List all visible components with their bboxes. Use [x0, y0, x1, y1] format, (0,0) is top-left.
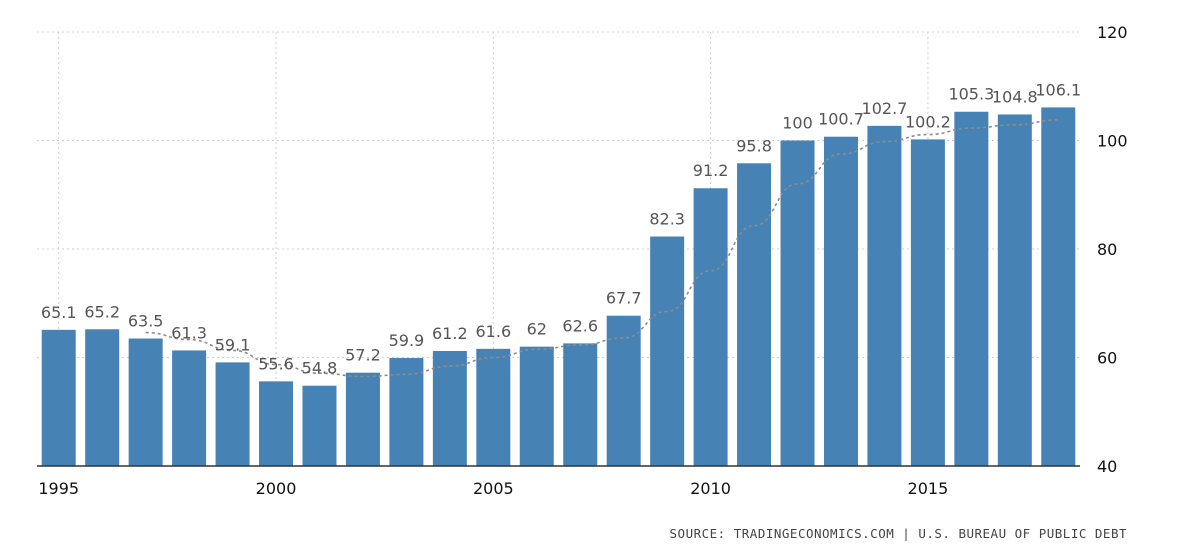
y-tick-label: 40 [1097, 457, 1117, 476]
bar [259, 381, 294, 466]
data-label: 102.7 [862, 99, 908, 118]
bar [389, 358, 424, 466]
data-label: 104.8 [992, 87, 1038, 106]
data-label: 61.2 [432, 324, 468, 343]
bar [606, 315, 641, 466]
x-tick-label: 2010 [690, 479, 731, 498]
bar [128, 338, 163, 466]
bar [519, 346, 554, 466]
data-label: 82.3 [649, 210, 685, 229]
data-label: 59.1 [215, 335, 251, 354]
bar [302, 385, 337, 466]
data-label: 57.2 [345, 346, 381, 365]
bar-layer [41, 107, 1076, 467]
bar [954, 111, 989, 466]
data-label: 91.2 [693, 161, 729, 180]
bar [172, 350, 207, 466]
data-label: 59.9 [389, 331, 425, 350]
data-label: 65.2 [84, 302, 120, 321]
data-label: 61.6 [476, 322, 512, 341]
bar [780, 140, 815, 466]
x-tick-label: 2000 [256, 479, 297, 498]
y-tick-label: 60 [1097, 349, 1117, 368]
bar [215, 362, 250, 466]
data-label: 106.1 [1035, 80, 1081, 99]
bar [476, 348, 511, 466]
x-tick-label: 2015 [908, 479, 949, 498]
bar [823, 136, 858, 466]
bar [693, 188, 728, 467]
axis-layer: 120 100 80 60 40 1995 2000 2005 2010 2015 [37, 23, 1128, 498]
data-label: 55.6 [258, 354, 294, 373]
data-label: 65.1 [41, 303, 77, 322]
data-label: 100.2 [905, 112, 951, 131]
bar [737, 163, 772, 466]
data-label-layer: 65.1 65.2 63.5 61.3 59.1 55.6 54.8 57.2 59.9 61.2… [41, 80, 1081, 377]
source-credit: SOURCE: TRADINGECONOMICS.COM | U.S. BURE… [669, 526, 1127, 541]
data-label: 67.7 [606, 289, 642, 308]
bar [563, 343, 598, 466]
bar [997, 114, 1032, 467]
y-tick-label: 80 [1097, 240, 1117, 259]
trend-line [145, 119, 1059, 378]
y-tick-label: 100 [1097, 132, 1128, 151]
bar [867, 125, 902, 466]
y-tick-label: 120 [1097, 23, 1128, 42]
data-label: 63.5 [128, 312, 164, 331]
data-label: 62.6 [562, 316, 598, 335]
trend-layer [145, 119, 1059, 378]
bar [650, 236, 685, 466]
data-label: 100.7 [818, 110, 864, 129]
bar [910, 139, 945, 467]
data-label: 95.8 [736, 136, 772, 155]
bar [85, 329, 120, 466]
data-label: 62 [527, 320, 547, 339]
bar [432, 350, 467, 466]
data-label: 54.8 [302, 359, 338, 378]
bar [1041, 107, 1076, 466]
data-label: 100 [782, 114, 813, 133]
data-label: 61.3 [171, 323, 207, 342]
x-tick-label: 1995 [38, 479, 79, 498]
bar [345, 372, 380, 466]
data-label: 105.3 [948, 85, 994, 104]
bar [41, 329, 76, 466]
x-tick-label: 2005 [473, 479, 514, 498]
